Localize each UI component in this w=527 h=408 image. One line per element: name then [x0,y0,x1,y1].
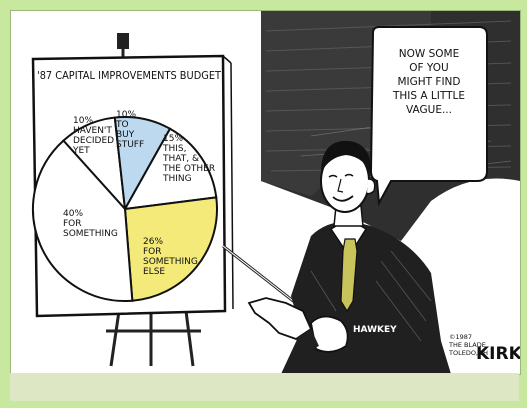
pie-slice-label: 40% FOR SOMETHING [63,209,118,239]
holding-hand [310,315,349,353]
speech-bubble [369,26,488,207]
tie [340,238,358,313]
pie-slice-label: 10% HAVEN'T DECIDED YET [72,116,114,156]
artist-signature: KIRK [476,344,520,364]
cartoon-illustration: '87 CAPITAL IMPROVEMENTS BUDGET 10% HAVEN… [11,11,520,374]
chart-title: '87 CAPITAL IMPROVEMENTS BUDGET [37,70,222,82]
pie-slice [32,139,134,302]
cartoon-panel: '87 CAPITAL IMPROVEMENTS BUDGET 10% HAVEN… [10,10,521,375]
pie-slice-label: 10% TO BUY STUFF [115,110,144,150]
artist-credit: ©1987 THE BLADE TOLEDO,OH [448,333,488,357]
easel-clip [117,33,129,49]
speech-bubble-text: NOW SOME OF YOU MIGHT FIND THIS A LITTLE VAG… [392,48,465,116]
pie-slice-label: 26% FOR SOMETHING ELSE [143,237,198,277]
pie-chart [32,116,218,302]
pie-slice [123,196,218,302]
speech-text: NOW SOME OF YOU MIGHT FIND THIS A LITTLE VAG… [392,48,465,116]
pie-slice-label: 15% THIS, THAT, & THE OTHER THING [162,134,215,184]
nameplate-label: HAWKEY [353,325,397,335]
credit-text: ©1987 THE BLADE TOLEDO,OH [448,333,488,357]
pie-slice [123,127,218,211]
man-figure [247,140,451,374]
bottom-strip [10,373,519,401]
